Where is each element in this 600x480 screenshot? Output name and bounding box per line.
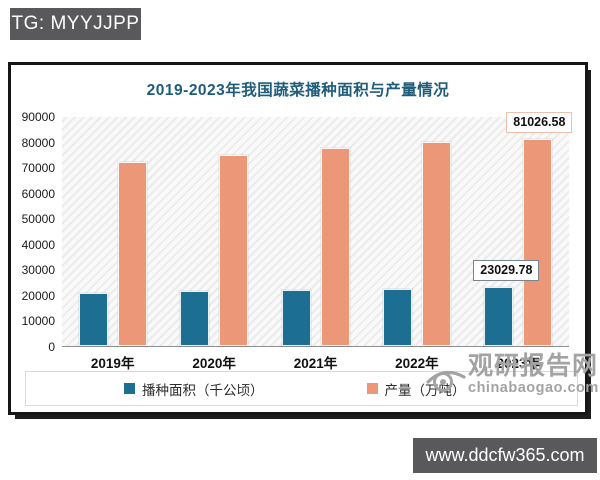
footer-url-badge: www.ddcfw365.com [413, 438, 597, 473]
x-axis-label: 2023年 [496, 356, 541, 371]
plot-area: 23029.78 81026.58 [62, 111, 573, 347]
legend-entry-output: 产量（万吨） [366, 379, 466, 399]
legend-swatch [124, 383, 135, 394]
bar-output-2020年 [219, 154, 249, 346]
y-tick-label: 40000 [21, 237, 55, 252]
bar-area-2023年 [484, 287, 514, 346]
y-tick-label: 60000 [21, 186, 55, 201]
chart-title: 2019-2023年我国蔬菜播种面积与产量情况 [146, 82, 450, 99]
y-tick-label: 90000 [21, 110, 55, 124]
bar-area-2021年 [281, 290, 311, 346]
y-tick-label: 20000 [21, 288, 55, 303]
bar-output-2022年 [421, 141, 451, 346]
bar-area-2020年 [180, 291, 210, 346]
y-tick-label: 80000 [21, 135, 55, 150]
y-axis: 0 10000 20000 30000 40000 50000 60000 70000 8000… [11, 110, 59, 354]
footer-url-text: www.ddcfw365.com [425, 445, 585, 465]
legend-entry-area: 播种面积（千公顷） [124, 379, 264, 399]
tg-channel-badge-text: TG: MYYJJPP [11, 13, 140, 34]
tg-channel-badge: TG: MYYJJPP [10, 8, 141, 40]
y-tick-label: 30000 [21, 263, 55, 278]
x-axis-label: 2019年 [90, 356, 135, 371]
legend-label: 播种面积（千公顷） [142, 382, 264, 398]
data-label: 23029.78 [473, 260, 540, 282]
legend-label: 产量（万吨） [384, 382, 466, 398]
bar-area-2019年 [78, 292, 108, 346]
y-tick-label: 10000 [21, 314, 55, 329]
bar-output-2019年 [117, 161, 147, 346]
y-tick-label: 50000 [21, 212, 55, 227]
data-label: 81026.58 [506, 111, 573, 133]
x-axis-label: 2022年 [395, 356, 439, 371]
x-axis-label: 2021年 [293, 356, 338, 371]
x-axis-label: 2020年 [192, 356, 236, 371]
y-tick-label: 0 [48, 340, 55, 354]
bar-area-2022年 [382, 288, 412, 346]
x-axis-labels: 2019年 2020年 2021年 2022年 2023年 [62, 352, 569, 371]
legend: 播种面积（千公顷） 产量（万吨） [25, 371, 578, 406]
y-tick-label: 70000 [21, 161, 55, 176]
chart-inner: 2019-2023年我国蔬菜播种面积与产量情况 0 10000 20000 30000… [11, 65, 585, 412]
bar-output-2023年 [523, 138, 553, 346]
chart-frame: 2019-2023年我国蔬菜播种面积与产量情况 0 10000 20000 30000… [8, 62, 588, 415]
legend-swatch [366, 383, 378, 394]
bar-output-2021年 [320, 147, 350, 346]
